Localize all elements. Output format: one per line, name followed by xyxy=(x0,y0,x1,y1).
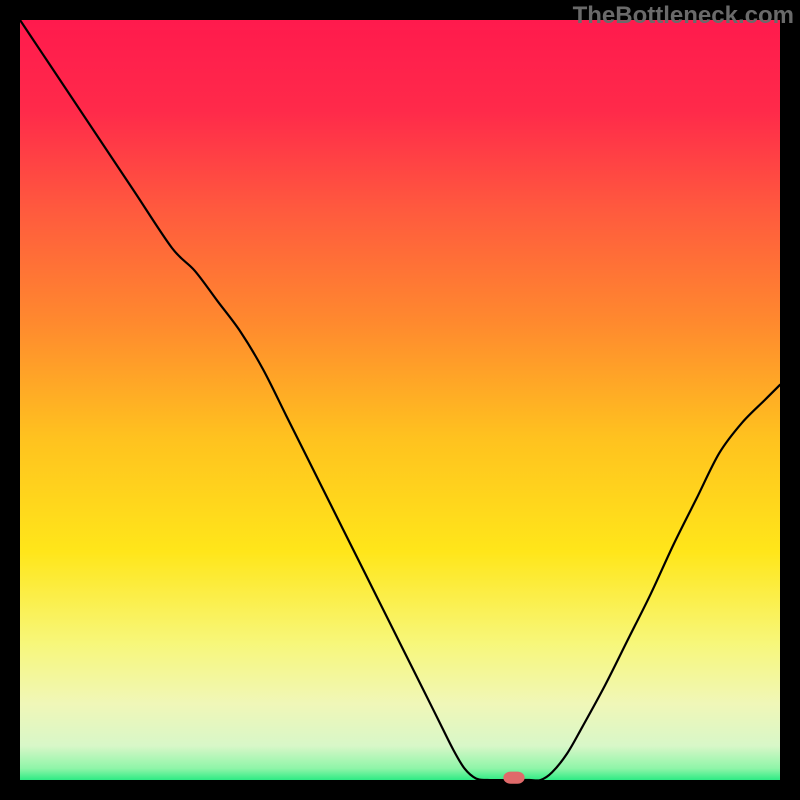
watermark-text: TheBottleneck.com xyxy=(573,2,794,30)
chart-container: TheBottleneck.com xyxy=(0,0,800,800)
bottleneck-chart xyxy=(0,0,800,800)
optimal-point-marker xyxy=(503,772,524,784)
chart-plot-area xyxy=(20,20,780,780)
